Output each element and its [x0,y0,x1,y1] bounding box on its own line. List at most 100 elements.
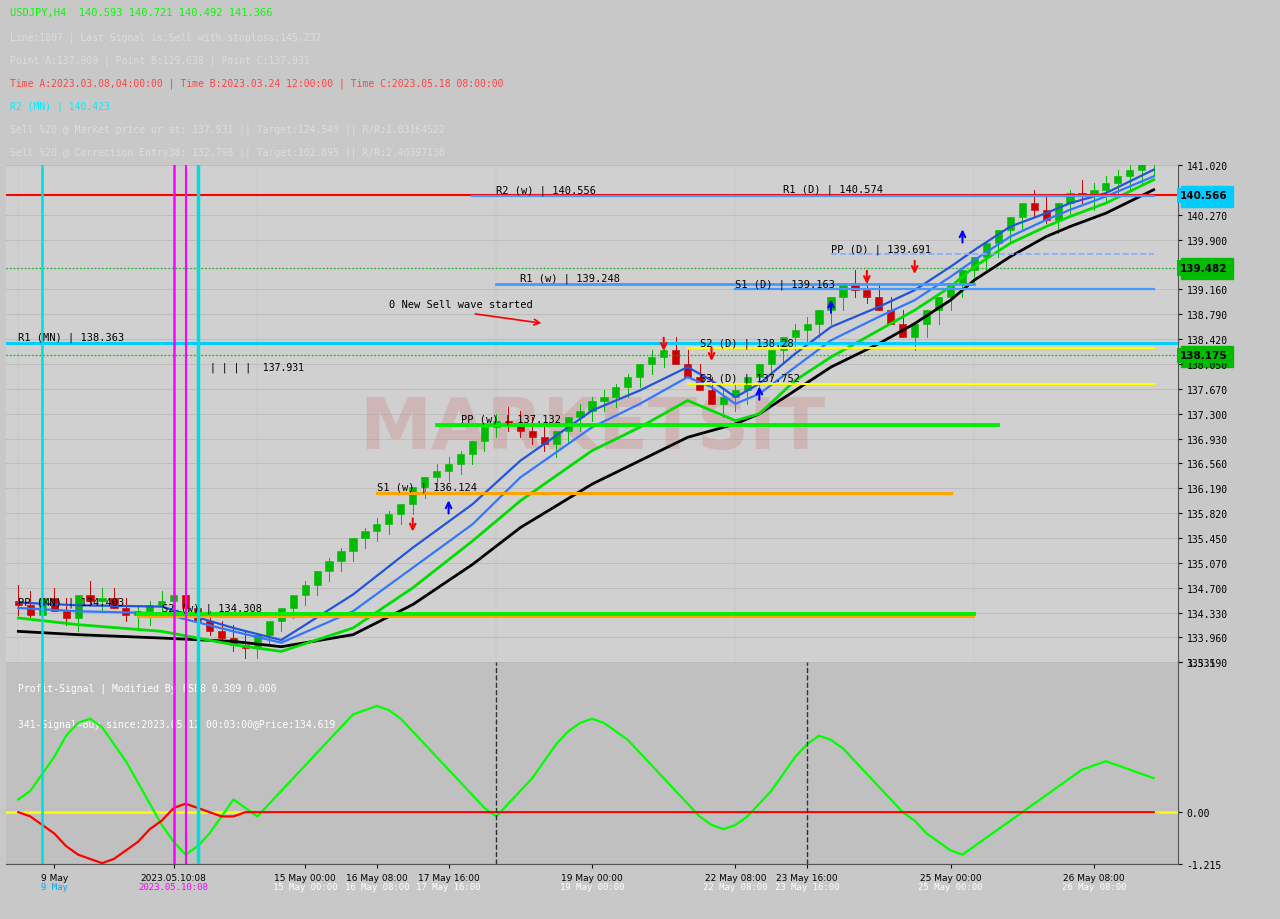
Text: 138.175: 138.175 [1180,351,1228,361]
Bar [206,621,214,631]
Text: 23 May 16:00: 23 May 16:00 [774,882,840,891]
Text: 139.482: 139.482 [1180,264,1228,274]
Bar [1138,164,1146,171]
Text: R1 (MN) | 138.363: R1 (MN) | 138.363 [18,332,124,343]
Bar [995,231,1002,244]
Bar [1126,171,1133,177]
Bar [457,455,465,465]
Bar [600,398,608,401]
Bar [589,401,595,411]
Bar [433,471,440,478]
Text: R2 (w) | 140.556: R2 (w) | 140.556 [497,186,596,196]
Bar [672,351,680,364]
Bar [51,598,58,612]
Bar [314,572,321,584]
Bar [1102,184,1110,190]
Text: Sell %10 @ C_Entry88: 136.875 || Target:121.367 || R/R:1.85458024: Sell %10 @ C_Entry88: 136.875 || Target:… [10,210,392,221]
Text: R1 (w) | 139.248: R1 (w) | 139.248 [520,273,621,283]
Bar [421,478,429,488]
Bar [625,378,631,388]
Bar [1151,147,1157,164]
Text: PP (D) | 139.691: PP (D) | 139.691 [831,244,931,255]
Bar [99,598,105,602]
Bar [540,437,548,445]
Text: 26 May 08:00: 26 May 08:00 [1061,882,1126,891]
Bar [791,331,799,337]
Bar [123,608,129,615]
Bar [159,602,165,605]
Bar [468,441,476,455]
Bar [1066,194,1074,204]
Bar [361,531,369,539]
Bar [863,290,870,298]
Bar [553,431,559,445]
Bar [576,411,584,418]
Bar [1091,190,1097,198]
Bar [1042,210,1050,221]
Text: S1 (w) | 136.124: S1 (w) | 136.124 [376,482,477,493]
Text: Sell %10 @ C_Entry61: 134.749 || Target:116.278 || R/R:1.76115561: Sell %10 @ C_Entry61: 134.749 || Target:… [10,185,392,196]
Bar [253,635,261,649]
Bar [840,284,846,298]
Bar [445,465,452,471]
Text: Point A:137.909 | Point B:129.638 | Point C:137.931: Point A:137.909 | Point B:129.638 | Poin… [10,56,310,66]
Bar [648,357,655,364]
Bar [851,284,859,290]
Text: | | | |  137.931: | | | | 137.931 [210,362,303,372]
Bar [696,378,703,391]
Text: Profit-Signal | Modified By FSB8 0.309 0.000: Profit-Signal | Modified By FSB8 0.309 0… [18,683,276,693]
Bar [1006,217,1014,231]
Bar [170,595,178,602]
Bar [325,562,333,572]
Text: PP (MN) | 134.403: PP (MN) | 134.403 [18,596,124,607]
Text: 25 May 00:00: 25 May 00:00 [918,882,983,891]
Bar [1055,204,1061,221]
Bar [887,311,895,324]
Bar [755,364,763,378]
Bar [397,505,404,515]
Bar [278,608,285,621]
Bar [63,612,69,618]
Bar [708,391,716,404]
Text: USDJPY,H4  140.593 140.721 140.492 141.366: USDJPY,H4 140.593 140.721 140.492 141.36… [10,8,273,18]
Text: MARKETSIT: MARKETSIT [358,394,826,463]
Bar [1019,204,1025,217]
Bar [517,425,524,431]
Text: PP (w) | 137.132: PP (w) | 137.132 [461,414,561,425]
Bar [289,595,297,608]
Bar [876,298,882,311]
Text: R1 (D) | 140.574: R1 (D) | 140.574 [783,185,883,195]
Bar [780,337,787,351]
Bar [684,364,691,378]
Bar [529,431,536,437]
Text: 341-Signal=Buy since:2023.05.12 00:03:00@Price:134.619: 341-Signal=Buy since:2023.05.12 00:03:00… [18,719,335,729]
Bar [110,598,118,608]
Bar [815,311,823,324]
Bar [134,612,142,615]
Text: R2 (MN) | 140.423: R2 (MN) | 140.423 [10,101,110,112]
Bar [146,605,154,612]
Bar [564,418,572,431]
Bar [38,598,46,615]
Bar [338,551,344,562]
Bar [385,515,393,525]
Bar [732,391,739,398]
Text: 2023.05.10:08: 2023.05.10:08 [138,882,209,891]
Text: S1 (D) | 139.163: S1 (D) | 139.163 [736,279,836,289]
Text: S2 (w) | 134.308: S2 (w) | 134.308 [161,603,262,614]
Bar [660,351,667,357]
Bar [87,595,93,602]
Bar [493,421,500,428]
Bar [827,298,835,311]
Text: Sell %20 @ Entry -50: 142.045 || Target:129.66 || R/R:3.88001253: Sell %20 @ Entry -50: 142.045 || Target:… [10,259,385,269]
Text: 16 May 08:00: 16 May 08:00 [344,882,410,891]
Bar [15,602,22,605]
Bar [719,398,727,404]
Text: 19 May 00:00: 19 May 00:00 [559,882,625,891]
Bar [947,284,954,298]
Bar [804,324,810,331]
Bar [27,605,33,615]
Text: Sell %20 @ Market price or at: 137.931 || Target:124.549 || R/R:1.83164522: Sell %20 @ Market price or at: 137.931 |… [10,124,444,135]
Bar [934,298,942,311]
Text: Target100: 129.66 | Target 161: 124.549 | Target 261: 116.278 | Target 423: 102.: Target100: 129.66 | Target 161: 124.549 … [10,284,621,294]
